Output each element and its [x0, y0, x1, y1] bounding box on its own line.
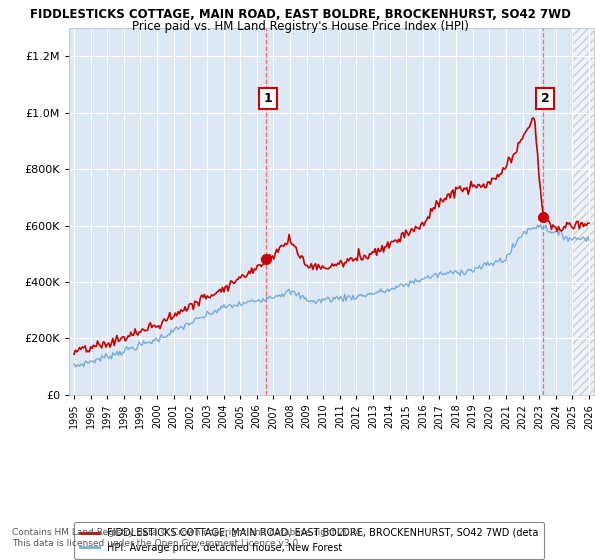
Bar: [572, 28, 594, 395]
Legend: FIDDLESTICKS COTTAGE, MAIN ROAD, EAST BOLDRE, BROCKENHURST, SO42 7WD (deta, HPI:: FIDDLESTICKS COTTAGE, MAIN ROAD, EAST BO…: [74, 522, 544, 559]
Bar: [572, 28, 594, 395]
Text: Price paid vs. HM Land Registry's House Price Index (HPI): Price paid vs. HM Land Registry's House …: [131, 20, 469, 32]
Text: 1: 1: [264, 92, 272, 105]
Text: 2: 2: [541, 92, 550, 105]
Text: Contains HM Land Registry data © Crown copyright and database right 2024.
This d: Contains HM Land Registry data © Crown c…: [12, 528, 364, 548]
Text: FIDDLESTICKS COTTAGE, MAIN ROAD, EAST BOLDRE, BROCKENHURST, SO42 7WD: FIDDLESTICKS COTTAGE, MAIN ROAD, EAST BO…: [29, 8, 571, 21]
